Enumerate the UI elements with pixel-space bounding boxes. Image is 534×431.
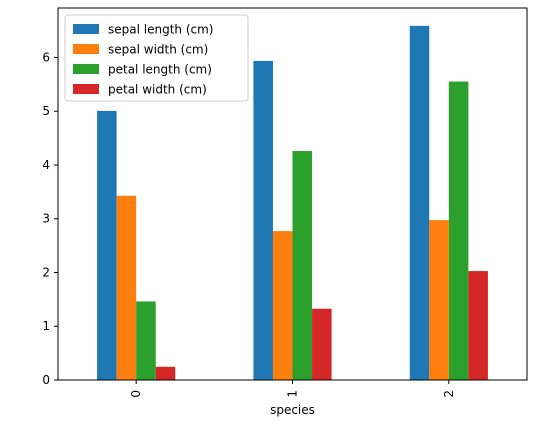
x-axis: 0 1 2 xyxy=(129,380,456,398)
bar-0-series-0 xyxy=(97,110,117,380)
bar-2-series-2 xyxy=(448,81,469,380)
y-tick-label: 1 xyxy=(42,319,50,333)
legend-label: petal length (cm) xyxy=(108,63,212,77)
bar-1-series-1 xyxy=(272,231,293,380)
bars-layer xyxy=(97,25,488,381)
bar-2-series-3 xyxy=(468,271,488,380)
y-tick-label: 0 xyxy=(42,373,50,387)
legend-label: sepal length (cm) xyxy=(108,23,213,37)
bar-2-series-0 xyxy=(409,25,430,380)
legend-swatch xyxy=(73,44,99,54)
y-tick-label: 3 xyxy=(42,212,50,226)
bar-1-series-0 xyxy=(253,60,273,381)
x-tick-label: 0 xyxy=(129,390,143,398)
y-tick-label: 6 xyxy=(42,50,50,64)
legend-swatch xyxy=(73,84,99,94)
legend-label: petal width (cm) xyxy=(108,83,207,97)
legend-swatch xyxy=(73,64,99,74)
legend: sepal length (cm) sepal width (cm) petal l… xyxy=(64,14,249,102)
x-axis-label: species xyxy=(270,403,315,417)
legend-swatch xyxy=(73,24,99,34)
y-tick-label: 2 xyxy=(42,265,50,279)
y-axis: 0 1 2 3 4 5 6 xyxy=(42,50,58,387)
bar-0-series-1 xyxy=(116,195,137,380)
x-tick-label: 1 xyxy=(286,390,300,398)
legend-box xyxy=(64,14,249,102)
bar-0-series-2 xyxy=(136,301,156,380)
bar-2-series-1 xyxy=(429,220,449,380)
bar-1-series-3 xyxy=(312,308,332,380)
bar-1-series-2 xyxy=(292,150,313,380)
y-tick-label: 5 xyxy=(42,104,50,118)
x-tick-label: 2 xyxy=(442,390,456,398)
bar-0-series-3 xyxy=(155,366,176,380)
legend-label: sepal width (cm) xyxy=(108,43,208,57)
y-tick-label: 4 xyxy=(42,158,50,172)
